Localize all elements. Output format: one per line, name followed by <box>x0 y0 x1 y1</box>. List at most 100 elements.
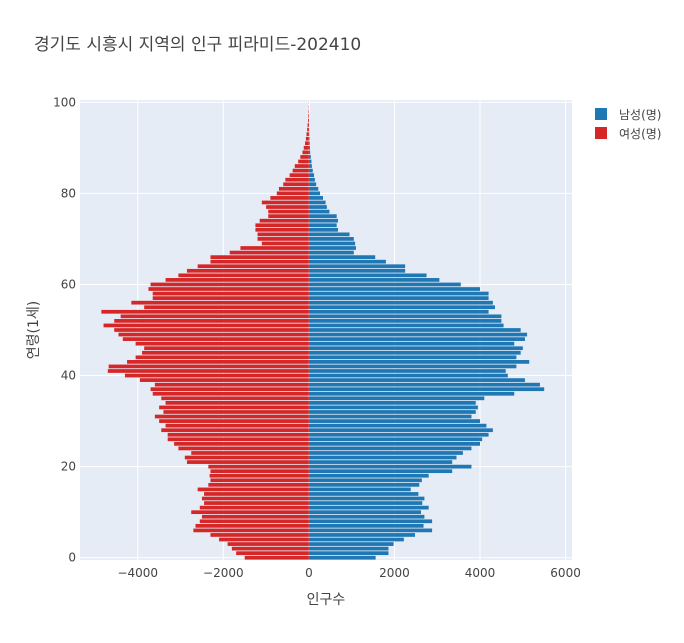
bar-male[interactable] <box>308 432 489 437</box>
bar-female[interactable] <box>178 273 309 278</box>
bar-female[interactable] <box>204 501 309 505</box>
bar-male[interactable] <box>308 218 338 223</box>
bar-female[interactable] <box>201 514 309 519</box>
bar-male[interactable] <box>308 309 489 314</box>
bar-female[interactable] <box>165 278 309 282</box>
bar-male[interactable] <box>308 487 411 492</box>
bar-male[interactable] <box>308 168 313 173</box>
bar-female[interactable] <box>124 373 309 378</box>
bar-female[interactable] <box>268 209 309 214</box>
bar-female[interactable] <box>292 168 309 173</box>
bar-male[interactable] <box>308 510 421 515</box>
bar-male[interactable] <box>308 191 321 196</box>
bar-female[interactable] <box>276 191 309 196</box>
bar-male[interactable] <box>308 232 350 237</box>
bar-female[interactable] <box>208 482 309 487</box>
bar-male[interactable] <box>308 200 326 205</box>
bar-female[interactable] <box>289 173 309 178</box>
bar-female[interactable] <box>193 528 309 533</box>
bar-female[interactable] <box>240 246 309 250</box>
bar-male[interactable] <box>308 182 317 187</box>
bar-male[interactable] <box>308 250 354 255</box>
bar-female[interactable] <box>101 309 309 314</box>
bar-female[interactable] <box>283 182 309 187</box>
legend-item-female[interactable]: 여성(명) <box>595 127 661 141</box>
bar-female[interactable] <box>305 136 309 141</box>
bar-male[interactable] <box>308 519 433 524</box>
bar-female[interactable] <box>197 487 309 492</box>
bar-male[interactable] <box>308 533 415 537</box>
bar-male[interactable] <box>308 482 420 487</box>
bar-male[interactable] <box>308 177 315 182</box>
bar-male[interactable] <box>308 555 376 560</box>
bar-female[interactable] <box>199 505 309 510</box>
bar-male[interactable] <box>308 305 495 310</box>
bar-male[interactable] <box>308 373 508 378</box>
bar-female[interactable] <box>199 519 309 524</box>
bar-female[interactable] <box>255 223 309 228</box>
bar-female[interactable] <box>307 127 309 132</box>
bar-female[interactable] <box>227 542 309 546</box>
bar-female[interactable] <box>208 464 309 469</box>
bar-male[interactable] <box>308 278 440 282</box>
bar-female[interactable] <box>186 460 309 464</box>
bar-female[interactable] <box>305 141 309 146</box>
bar-male[interactable] <box>308 428 493 433</box>
bar-male[interactable] <box>308 259 386 264</box>
bar-male[interactable] <box>308 214 337 219</box>
bar-male[interactable] <box>308 364 517 369</box>
bar-female[interactable] <box>150 282 309 287</box>
bar-female[interactable] <box>307 123 309 127</box>
bar-male[interactable] <box>308 396 485 401</box>
bar-female[interactable] <box>278 186 309 191</box>
bar-female[interactable] <box>197 264 309 269</box>
bar-male[interactable] <box>308 451 463 455</box>
legend-item-male[interactable]: 남성(명) <box>595 108 661 122</box>
bar-female[interactable] <box>178 446 309 451</box>
bar-female[interactable] <box>261 200 309 205</box>
bar-female[interactable] <box>167 437 309 442</box>
bar-male[interactable] <box>308 155 311 159</box>
bar-male[interactable] <box>308 246 356 250</box>
bar-female[interactable] <box>135 341 309 346</box>
bar-male[interactable] <box>308 159 312 164</box>
bar-male[interactable] <box>308 209 330 214</box>
bar-male[interactable] <box>308 391 515 396</box>
bar-male[interactable] <box>308 446 472 451</box>
bar-male[interactable] <box>308 136 310 141</box>
bar-female[interactable] <box>244 555 309 560</box>
bar-female[interactable] <box>191 510 309 515</box>
bar-male[interactable] <box>308 223 337 228</box>
bar-male[interactable] <box>308 241 356 246</box>
bar-male[interactable] <box>308 350 521 355</box>
bar-female[interactable] <box>150 387 309 392</box>
bar-male[interactable] <box>308 496 425 501</box>
bar-male[interactable] <box>308 355 517 360</box>
bar-female[interactable] <box>163 410 309 414</box>
bar-male[interactable] <box>308 268 406 273</box>
bar-female[interactable] <box>294 164 309 168</box>
bar-male[interactable] <box>308 323 504 328</box>
bar-male[interactable] <box>308 455 457 460</box>
bar-female[interactable] <box>186 268 309 273</box>
bar-male[interactable] <box>308 282 461 287</box>
bar-female[interactable] <box>159 419 309 423</box>
bar-male[interactable] <box>308 196 324 200</box>
bar-female[interactable] <box>154 382 309 387</box>
bar-male[interactable] <box>308 469 453 474</box>
bar-female[interactable] <box>210 478 309 483</box>
bar-male[interactable] <box>308 296 489 300</box>
bar-female[interactable] <box>209 473 309 478</box>
bar-male[interactable] <box>308 464 472 469</box>
bar-male[interactable] <box>308 186 319 191</box>
bar-male[interactable] <box>308 264 406 269</box>
bar-male[interactable] <box>308 387 545 392</box>
bar-male[interactable] <box>308 505 429 510</box>
bar-female[interactable] <box>308 114 309 118</box>
bar-female[interactable] <box>139 378 309 382</box>
bar-female[interactable] <box>257 232 309 237</box>
bar-male[interactable] <box>308 227 338 232</box>
bar-male[interactable] <box>308 501 423 505</box>
bar-female[interactable] <box>300 155 309 159</box>
bar-male[interactable] <box>308 537 404 542</box>
